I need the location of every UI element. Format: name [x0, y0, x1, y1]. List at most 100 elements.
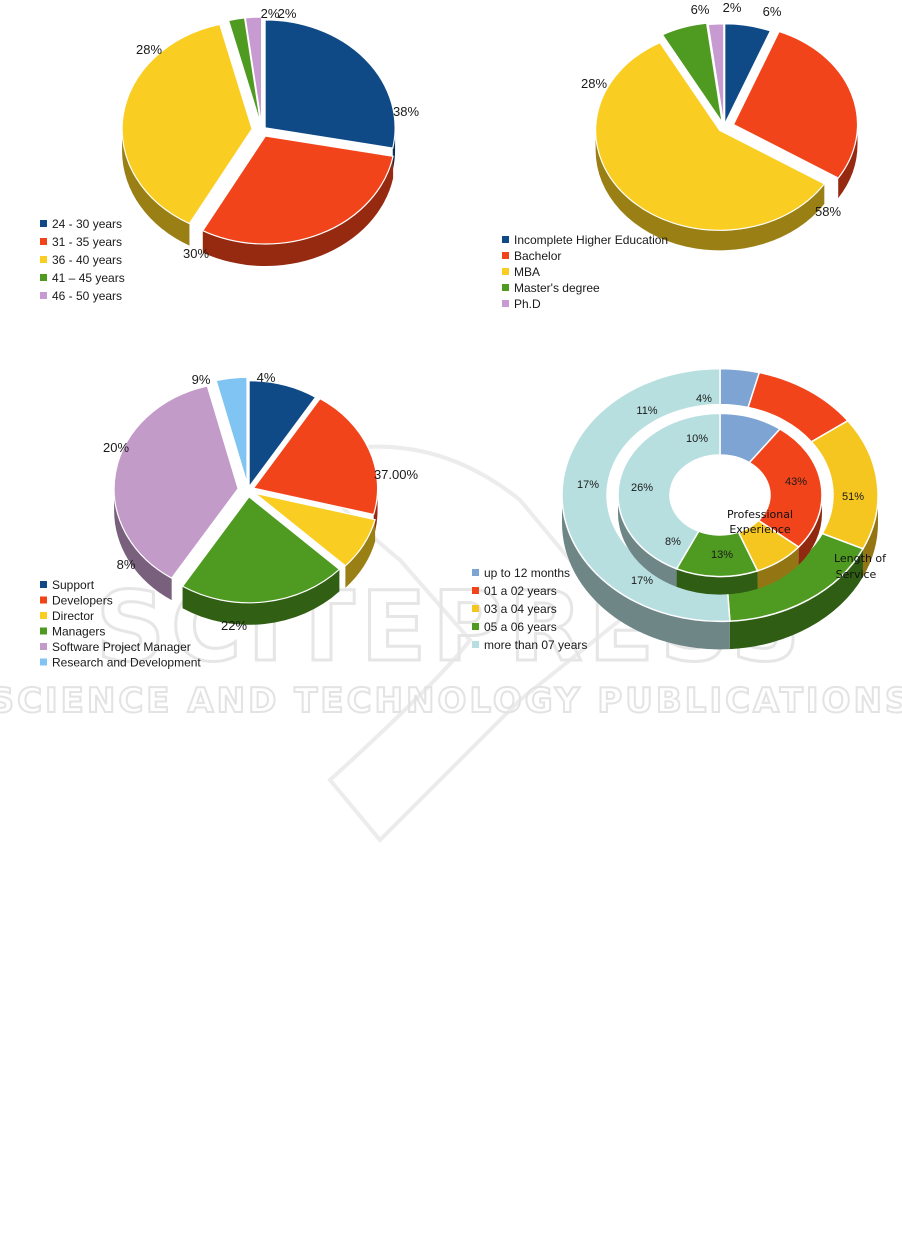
age-pie-chart: 28% 30% 38% 2%2% 24 - 30 years 31 - 35 years… [40, 6, 419, 303]
edu-label-ph-d: 2% [723, 0, 742, 15]
exp-inner-label-up-to-12-months: 10% [686, 433, 708, 445]
exp-ring0-side-03-a-04-years [862, 495, 878, 577]
role-slice-side-managers [182, 569, 340, 625]
exp-legend-swatch [472, 641, 479, 648]
exp-legend-label: 05 a 06 years [484, 620, 557, 634]
role-legend-item-managers: Managers [40, 625, 105, 639]
role-slice-support [248, 380, 317, 489]
exp-outer-label-05-a-06-years: 17% [631, 575, 653, 587]
age-slice-46-50-years [244, 16, 263, 126]
edu-legend-swatch [502, 284, 509, 291]
exp-legend-label: 01 a 02 years [484, 584, 557, 598]
exp-legend-item-05-a-06-years: 05 a 06 years [472, 620, 557, 634]
edu-label-master-s-degree: 6% [763, 4, 782, 19]
exp-legend-swatch [472, 569, 479, 576]
age-legend-swatch [40, 274, 47, 281]
role-legend-label: Software Project Manager [52, 640, 191, 654]
role-legend-item-director: Director [40, 609, 94, 623]
age-legend-swatch [40, 256, 47, 263]
age-slice-36-40-years [121, 23, 253, 225]
exp-ring0-slice-more-than-07-years [561, 367, 731, 623]
exp-legend-swatch [472, 623, 479, 630]
role-legend-label: Developers [52, 594, 113, 608]
role-legend-swatch [40, 627, 47, 635]
age-legend-label: 36 - 40 years [52, 253, 122, 267]
role-slice-managers [181, 495, 341, 604]
edu-label-bachelor: 28% [581, 76, 607, 91]
role-label-research-and-development: 4% [257, 370, 276, 385]
role-label-managers: 22% [221, 618, 247, 633]
edu-slice-incomplete-higher-education [724, 23, 772, 125]
role-label-software-project-manager: 37.00% [374, 467, 419, 482]
role-legend-label: Managers [52, 625, 105, 639]
age-legend-label: 46 - 50 years [52, 289, 122, 303]
age-legend-item-24-30-years: 24 - 30 years [40, 217, 122, 231]
role-legend-item-developers: Developers [40, 594, 113, 608]
age-slice-side-31-35-years [202, 156, 394, 267]
exp-ring1-side-03-a-04-years [757, 547, 799, 589]
inner-ring-title-line2: Experience [729, 523, 791, 536]
age-label-41-45-years: 2% [278, 6, 297, 21]
age-slice-24-30-years [264, 19, 396, 149]
exp-outer-label-up-to-12-months: 4% [696, 393, 712, 405]
role-legend-item-support: Support [40, 578, 95, 592]
edu-legend-label: Incomplete Higher Education [514, 233, 668, 247]
edu-label-mba: 58% [815, 204, 841, 219]
exp-outer-label-03-a-04-years: 17% [577, 479, 599, 491]
exp-outer-label-more-than-07-years: 51% [842, 491, 864, 503]
edu-slice-side-bachelor [838, 124, 858, 199]
age-legend-swatch [40, 238, 47, 245]
edu-legend-item-mba: MBA [502, 265, 540, 279]
role-slice-research-and-development [215, 376, 248, 484]
edu-legend-label: Ph.D [514, 297, 541, 311]
role-legend-label: Director [52, 609, 94, 623]
exp-outer-label-01-a-02-years: 11% [636, 405, 657, 417]
edu-legend-label: Bachelor [514, 249, 561, 263]
role-slice-developers [252, 397, 379, 516]
exp-donut-hole [672, 463, 768, 535]
watermark-swoosh [296, 444, 623, 843]
age-label-36-40-years: 38% [393, 104, 419, 119]
age-legend-item-41-45-years: 41 – 45 years [40, 271, 125, 285]
role-slice-software-project-manager [113, 385, 239, 579]
role-slice-side-software-project-manager [114, 488, 172, 601]
role-label-developers: 20% [103, 440, 129, 455]
age-pie-labels: 28% 30% 38% 2%2% [136, 6, 419, 261]
role-label-support: 9% [192, 372, 211, 387]
role-slice-side-director [345, 519, 376, 588]
exp-legend-swatch [472, 587, 479, 594]
edu-slice-side-mba [595, 130, 825, 251]
exp-inner-label-more-than-07-years: 43% [785, 476, 807, 488]
watermark-subtitle: SCIENCE AND TECHNOLOGY PUBLICATIONS [0, 681, 902, 721]
role-legend-item-research-and-development: Research and Development [40, 656, 201, 670]
exp-ring1-slice-01-a-02-years [748, 428, 823, 548]
exp-legend-swatch [472, 605, 479, 612]
education-pie-slices [595, 22, 859, 251]
edu-legend-swatch [502, 236, 509, 243]
outer-ring-title-line1: Length of [834, 552, 887, 565]
exp-inner-label-05-a-06-years: 13% [711, 549, 733, 561]
role-pie-chart: 9% 20% 8% 22% 37.00% 4% Support DevelopersDire… [40, 370, 418, 670]
edu-label-incomplete-higher-education: 6% [691, 2, 710, 17]
exp-inner-label-03-a-04-years: 8% [665, 536, 681, 548]
role-pie-slices [113, 376, 379, 625]
exp-ring1-side-05-a-06-years [676, 568, 758, 595]
exp-legend-label: 03 a 04 years [484, 602, 557, 616]
experience-donut-slices [561, 367, 879, 650]
age-label-46-50-years: 2% [261, 6, 280, 21]
education-legend: Incomplete Higher Education Bachelor MBA Ma… [502, 233, 668, 311]
age-slice-side-36-40-years [122, 128, 190, 246]
age-label-24-30-years: 28% [136, 42, 162, 57]
edu-legend-item-incomplete-higher-education: Incomplete Higher Education [502, 233, 668, 247]
experience-ring-titles: Professional Experience Length of Servic… [727, 508, 887, 581]
experience-donut-labels: 4% 11% 17% 17% 51% 10% 26% 8% 13% 43% [577, 393, 864, 587]
experience-donut-chart: 4% 11% 17% 17% 51% 10% 26% 8% 13% 43% Professiona… [472, 367, 887, 652]
role-legend-swatch [40, 612, 47, 619]
exp-ring1-slice-more-than-07-years [617, 412, 721, 570]
age-pie-slices [121, 16, 396, 267]
exp-ring0-side-05-a-06-years [729, 548, 863, 650]
role-legend-swatch [40, 581, 47, 588]
exp-legend-label: more than 07 years [484, 638, 587, 652]
